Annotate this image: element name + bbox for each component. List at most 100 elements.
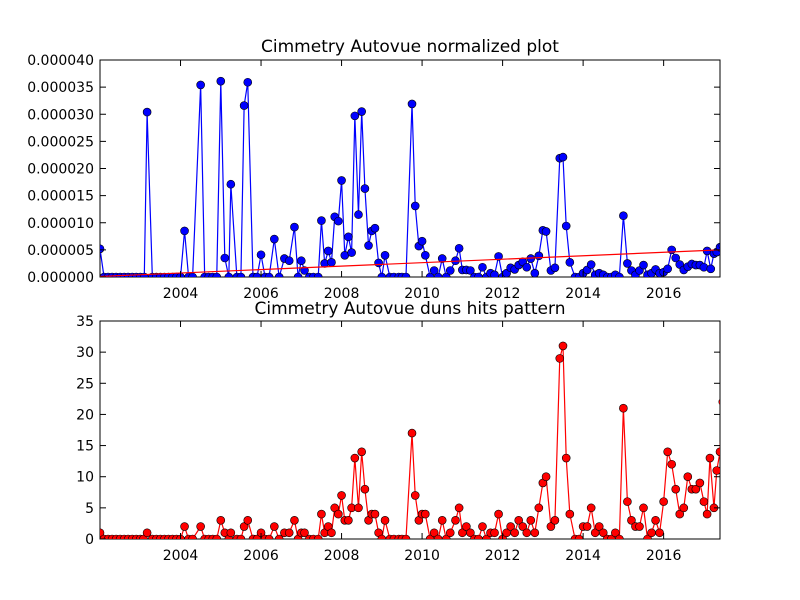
hits-data-point xyxy=(546,522,556,531)
hits-data-point xyxy=(615,534,624,539)
hits-data-point xyxy=(454,503,464,513)
hits-data-point xyxy=(180,522,189,531)
normalized-data-point xyxy=(377,272,387,277)
hits-x-tick-label: 2012 xyxy=(485,548,521,564)
normalized-data-point xyxy=(541,227,551,236)
normalized-data-point xyxy=(623,259,632,268)
hits-data-point xyxy=(407,428,417,438)
hits-data-point xyxy=(574,534,584,539)
normalized-y-tick-label: 0.000040 xyxy=(27,53,94,69)
duns-hits-plot-title: Cimmetry Autovue duns hits pattern xyxy=(255,299,566,319)
normalized-data-point xyxy=(243,77,253,87)
normalized-data-point xyxy=(429,266,439,275)
hits-x-tick-label: 2010 xyxy=(404,548,440,564)
hits-data-point xyxy=(437,516,447,525)
normalized-data-point xyxy=(722,240,730,248)
hits-data-point xyxy=(561,453,571,463)
hits-y-tick-label: 15 xyxy=(76,439,94,455)
normalized-data-point xyxy=(561,221,571,231)
hits-data-point xyxy=(514,516,524,525)
hits-data-point xyxy=(534,503,544,513)
normalized-data-point xyxy=(196,80,205,90)
normalized-data-point xyxy=(586,260,596,269)
hits-y-tick-label: 10 xyxy=(76,470,94,486)
hits-data-point xyxy=(518,522,528,531)
normalized-x-tick-label: 2008 xyxy=(324,286,360,302)
hits-data-point xyxy=(639,503,648,513)
normalized-data-point xyxy=(530,268,540,277)
hits-data-point xyxy=(718,398,720,406)
hits-data-point xyxy=(445,528,455,538)
hits-y-tick-label: 35 xyxy=(76,314,94,330)
normalized-data-point xyxy=(188,272,197,277)
hits-data-point xyxy=(462,522,471,531)
normalized-plot: 2004 2006 2008 2010 2012 2014 2016 0.000000 0.00… xyxy=(27,37,732,302)
hits-data-point xyxy=(290,516,299,525)
hits-data-point xyxy=(506,522,515,531)
normalized-data-point xyxy=(550,263,560,273)
normalized-data-point xyxy=(347,248,356,257)
normalized-data-point xyxy=(296,256,306,266)
hits-x-tick-label: 2014 xyxy=(565,548,601,564)
normalized-data-point xyxy=(334,216,343,226)
hits-data-point xyxy=(722,448,730,456)
normalized-data-point xyxy=(284,256,294,266)
normalized-data-point xyxy=(212,272,222,277)
normalized-data-point xyxy=(466,266,475,275)
normalized-data-point xyxy=(337,176,346,185)
normalized-data-point xyxy=(558,152,568,162)
normalized-data-point xyxy=(565,258,575,267)
hits-data-point xyxy=(212,534,222,539)
hits-data-point xyxy=(327,528,336,538)
normalized-data-point xyxy=(639,260,648,270)
hits-data-point xyxy=(647,528,656,538)
normalized-x-tick-label: 2016 xyxy=(646,286,682,302)
hits-y-tick-label: 30 xyxy=(76,345,94,361)
hits-data-point xyxy=(226,528,236,538)
normalized-data-point xyxy=(494,252,503,261)
normalized-data-point xyxy=(293,272,303,277)
hits-data-point xyxy=(429,528,439,538)
hits-data-point xyxy=(659,497,668,506)
hits-data-point xyxy=(494,509,503,519)
hits-data-point xyxy=(635,522,644,531)
normalized-data-point xyxy=(437,254,447,263)
hits-data-point xyxy=(526,516,536,525)
hits-data-point xyxy=(715,447,720,457)
normalized-data-point xyxy=(410,201,420,211)
normalized-y-tick-label: 0.000025 xyxy=(27,134,94,150)
hits-data-point xyxy=(420,509,430,519)
hits-data-point xyxy=(433,534,443,539)
normalized-x-tick-label: 2004 xyxy=(163,286,199,302)
hits-data-point xyxy=(243,516,253,525)
normalized-data-point xyxy=(454,243,464,253)
normalized-x-tick-label: 2012 xyxy=(485,286,521,302)
normalized-y-tick-label: 0.000005 xyxy=(27,243,94,259)
hits-data-point xyxy=(360,484,370,494)
hits-data-point xyxy=(510,528,519,538)
hits-data-point xyxy=(474,534,483,539)
hits-data-point xyxy=(337,491,346,500)
normalized-data-point xyxy=(370,223,380,233)
hits-data-point xyxy=(619,403,628,413)
normalized-data-point xyxy=(724,270,732,278)
normalized-data-point xyxy=(420,251,430,260)
hits-data-point xyxy=(380,516,390,525)
normalized-y-tick-label: 0.000020 xyxy=(27,162,94,178)
normalized-data-point xyxy=(619,211,628,220)
normalized-data-point xyxy=(350,111,360,121)
normalized-y-tick-label: 0.000035 xyxy=(27,80,94,96)
hits-y-tick-label: 0 xyxy=(85,532,94,548)
normalized-x-tick-label: 2006 xyxy=(243,286,279,302)
normalized-data-point xyxy=(490,270,499,277)
duns-hits-plot: 2004 2006 2008 2010 2012 2014 2016 0 5 10 15 20 25 30… xyxy=(76,299,732,564)
normalized-data-point xyxy=(615,272,624,277)
hits-data-point xyxy=(100,528,105,538)
hits-data-point xyxy=(623,497,632,506)
hits-data-point xyxy=(724,442,732,450)
hits-data-point xyxy=(274,534,284,539)
hits-data-point xyxy=(598,528,608,538)
normalized-plot-title: Cimmetry Autovue normalized plot xyxy=(261,37,559,57)
normalized-data-point xyxy=(224,272,234,277)
